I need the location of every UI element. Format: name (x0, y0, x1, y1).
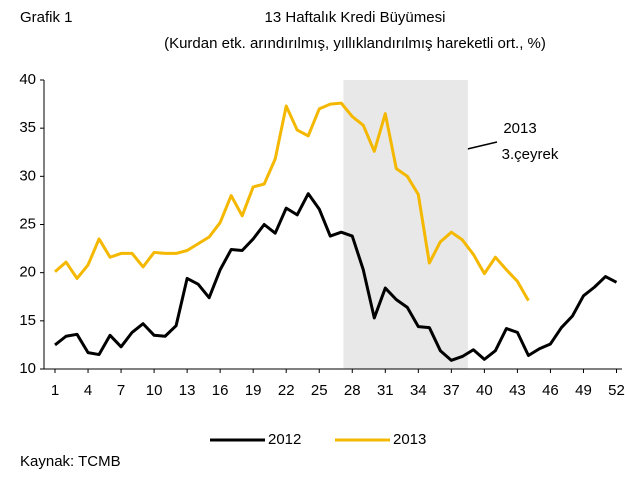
x-tick-label: 25 (311, 382, 328, 399)
x-tick-label: 52 (608, 382, 625, 399)
x-tick-label: 34 (410, 382, 427, 399)
chart-subtitle: (Kurdan etk. arındırılmış, yıllıklandırı… (164, 35, 546, 52)
annotation: 3.çeyrek (502, 146, 559, 163)
chart-title: 13 Haftalık Kredi Büyümesi (265, 9, 446, 26)
x-tick-label: 49 (575, 382, 592, 399)
x-tick-label: 31 (377, 382, 394, 399)
legend-label: 2012 (268, 431, 301, 448)
legend-label: 2013 (393, 431, 426, 448)
y-tick-label: 15 (19, 312, 36, 329)
series-line (54, 101, 530, 302)
x-tick-label: 43 (509, 382, 526, 399)
annotation: 2013 (503, 120, 536, 137)
x-tick-label: 46 (542, 382, 559, 399)
series-line (54, 192, 618, 362)
y-tick-label: 25 (19, 215, 36, 232)
y-tick-label: 40 (19, 71, 36, 88)
x-tick-label: 10 (146, 382, 163, 399)
y-tick-label: 10 (19, 360, 36, 377)
x-tick-label: 40 (476, 382, 493, 399)
x-tick-label: 28 (344, 382, 361, 399)
x-tick-label: 1 (51, 382, 59, 399)
x-tick-label: 37 (443, 382, 460, 399)
y-tick-label: 35 (19, 119, 36, 136)
x-tick-label: 22 (278, 382, 295, 399)
chart-label: Grafik 1 (20, 9, 73, 26)
x-tick-label: 7 (117, 382, 125, 399)
y-tick-label: 30 (19, 167, 36, 184)
y-tick-label: 20 (19, 264, 36, 281)
x-tick-label: 13 (179, 382, 196, 399)
x-tick-label: 16 (212, 382, 229, 399)
x-tick-label: 4 (84, 382, 92, 399)
source: Kaynak: TCMB (20, 453, 121, 470)
x-tick-label: 19 (245, 382, 262, 399)
